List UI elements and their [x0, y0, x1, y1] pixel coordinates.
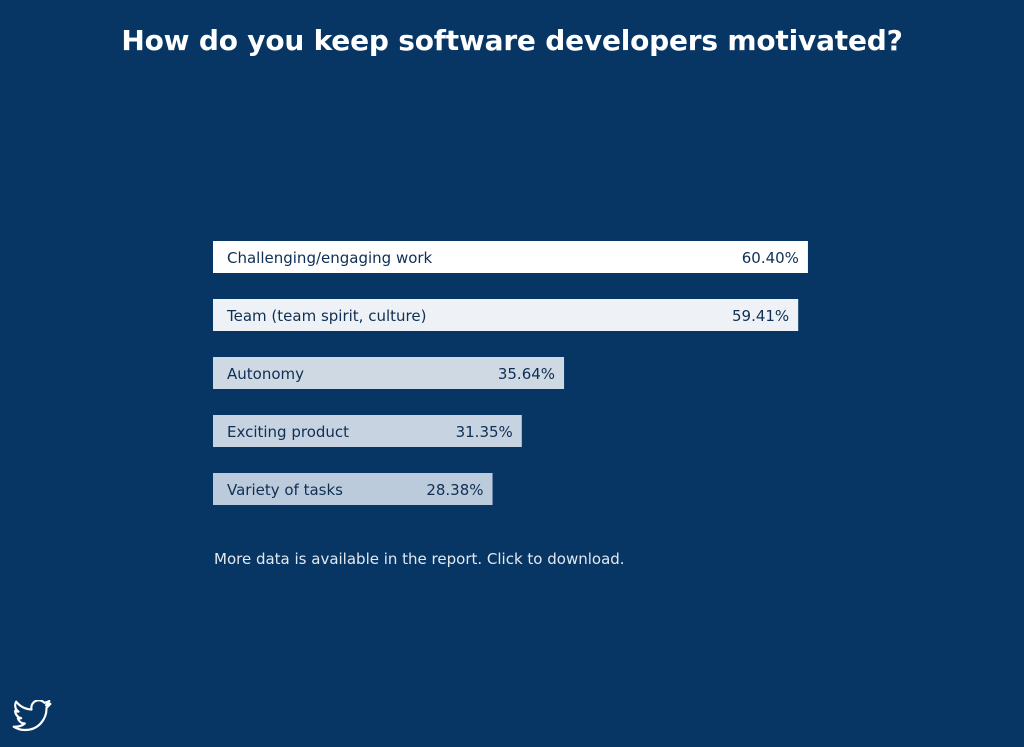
bar-team-team-spirit-culture [213, 299, 799, 331]
bar-value-label: 59.41% [732, 307, 789, 325]
bar-autonomy [213, 357, 565, 389]
bar-label: Team (team spirit, culture) [226, 307, 426, 325]
bar-exciting-product [213, 415, 522, 447]
bar-value-label: 60.40% [742, 249, 799, 267]
bar-challenging-engaging-work [213, 241, 808, 273]
bar-variety-of-tasks [213, 473, 493, 505]
twitter-bird-icon[interactable] [12, 700, 52, 734]
bar-label: Autonomy [227, 365, 304, 383]
bar-value-label: 35.64% [498, 365, 555, 383]
bar-group-variety-of-tasks: Variety of tasks 28.38% [213, 473, 493, 505]
bar-label: Variety of tasks [227, 481, 343, 499]
download-report-link[interactable]: More data is available in the report. Cl… [214, 550, 625, 568]
chart-title: How do you keep software developers moti… [121, 24, 903, 57]
bar-group-exciting-product: Exciting product 31.35% [213, 415, 522, 447]
bar-group-autonomy: Autonomy 35.64% [213, 357, 565, 389]
bar-value-label: 28.38% [426, 481, 483, 499]
bar-label: Challenging/engaging work [227, 249, 433, 267]
bar-value-label: 31.35% [456, 423, 513, 441]
bar-group-challenging-engaging-work: Challenging/engaging work 60.40% [213, 241, 808, 273]
bar-label: Exciting product [227, 423, 349, 441]
bar-group-team-team-spirit-culture: Team (team spirit, culture) 59.41% [213, 299, 799, 331]
